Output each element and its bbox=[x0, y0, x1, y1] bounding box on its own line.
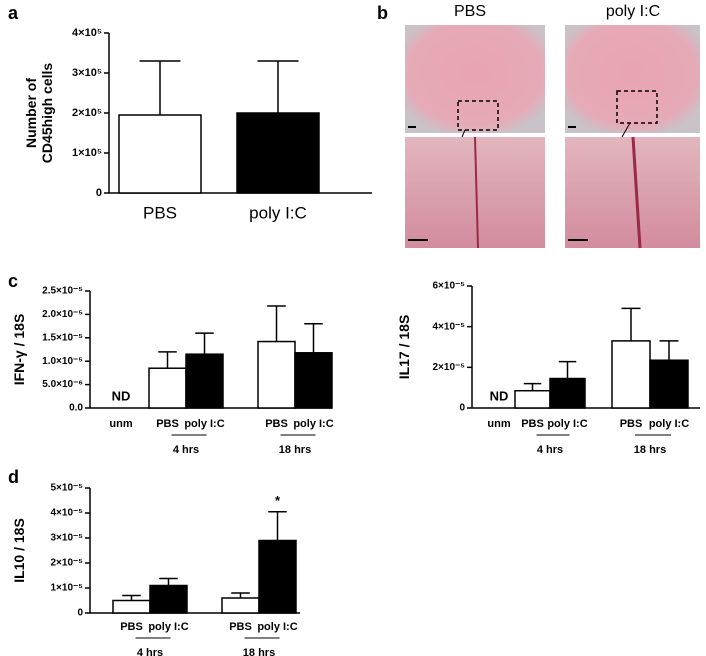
bar bbox=[549, 377, 586, 409]
x-tick-label: unm bbox=[487, 418, 510, 430]
x-tick-label: poly I:C bbox=[649, 418, 689, 430]
y-tick-label: 0.0 bbox=[69, 403, 83, 414]
panel-label: c bbox=[8, 271, 18, 291]
y-tick-label: 0 bbox=[77, 608, 83, 619]
y-axis-label: IL17 / 18S bbox=[396, 315, 412, 380]
bar bbox=[221, 597, 260, 614]
y-tick-label: 2×10⁵ bbox=[72, 107, 102, 119]
y-axis-label: IFN-γ / 18S bbox=[11, 314, 27, 386]
image-title: poly I:C bbox=[606, 3, 660, 20]
panel-label: d bbox=[8, 467, 19, 487]
group-label: 18 hrs bbox=[279, 444, 311, 456]
y-tick-label: 0 bbox=[96, 187, 102, 199]
micrograph bbox=[565, 25, 700, 133]
x-tick-label: PBS bbox=[120, 621, 143, 633]
y-axis-label-line: IFN-γ / 18S bbox=[11, 314, 27, 386]
micrograph bbox=[565, 137, 700, 248]
y-tick-label: 1.0×10⁻⁵ bbox=[42, 356, 83, 367]
y-tick-label: 5.0×10⁻⁶ bbox=[42, 379, 83, 390]
bar bbox=[514, 389, 551, 409]
bar bbox=[294, 352, 333, 409]
bar bbox=[118, 114, 202, 194]
y-tick-label: 3×10⁻⁵ bbox=[51, 533, 84, 544]
panel-label: b bbox=[377, 3, 388, 23]
group-label: 4 hrs bbox=[137, 647, 163, 656]
y-axis-label-line: IL10 / 18S bbox=[11, 518, 27, 583]
bar bbox=[611, 340, 651, 409]
x-tick-label: poly I:C bbox=[293, 418, 333, 430]
value-label: * bbox=[275, 493, 281, 508]
bar bbox=[149, 584, 188, 614]
x-tick-label: PBS bbox=[229, 621, 252, 633]
bar bbox=[257, 340, 296, 409]
y-tick-label: 4×10⁵ bbox=[72, 27, 102, 39]
zoom-box bbox=[616, 90, 658, 124]
midline bbox=[474, 136, 479, 249]
bar bbox=[258, 539, 297, 614]
bar bbox=[185, 353, 224, 409]
micrographs bbox=[405, 25, 700, 249]
y-tick-label: 2.5×10⁻⁵ bbox=[42, 286, 83, 297]
y-axis-label: Number ofCD45high cells bbox=[23, 63, 55, 164]
x-tick-label: poly I:C bbox=[249, 203, 307, 222]
bar bbox=[148, 367, 187, 409]
y-tick-label: 4×10⁻⁵ bbox=[51, 508, 84, 519]
bar bbox=[112, 599, 151, 614]
y-tick-label: 2×10⁻⁵ bbox=[51, 558, 84, 569]
midline bbox=[631, 136, 642, 249]
x-tick-label: poly I:C bbox=[184, 418, 224, 430]
group-label: 18 hrs bbox=[243, 647, 275, 656]
group-label: 18 hrs bbox=[634, 444, 666, 456]
bar bbox=[649, 359, 689, 409]
y-tick-label: 1×10⁻⁵ bbox=[51, 583, 84, 594]
x-tick-label: unm bbox=[109, 418, 132, 430]
y-tick-label: 4×10⁻⁵ bbox=[433, 321, 466, 332]
value-label: ND bbox=[490, 388, 509, 403]
y-axis-label-line: CD45high cells bbox=[39, 63, 55, 164]
x-tick-label: poly I:C bbox=[148, 621, 188, 633]
chart: 0 1×10⁵ 2×10⁵ 3×10⁵ 4×10⁵ Number ofCD45high c… bbox=[23, 27, 372, 222]
image-title: PBS bbox=[454, 3, 486, 20]
x-tick-label: poly I:C bbox=[547, 418, 587, 430]
y-tick-label: 0 bbox=[459, 403, 465, 414]
y-tick-label: 3×10⁵ bbox=[72, 67, 102, 79]
y-tick-label: 6×10⁻⁵ bbox=[433, 281, 466, 292]
y-axis-label-line: Number of bbox=[23, 78, 39, 148]
panel-label: a bbox=[8, 3, 19, 23]
connector bbox=[621, 122, 631, 138]
y-axis-label: IL10 / 18S bbox=[11, 518, 27, 583]
x-tick-label: PBS bbox=[156, 418, 179, 430]
x-tick-label: PBS bbox=[265, 418, 288, 430]
micrograph bbox=[405, 25, 545, 133]
group-label: 4 hrs bbox=[537, 444, 563, 456]
chart: 0.0 5.0×10⁻⁶ 1.0×10⁻⁵ 1.5×10⁻⁵ 2.0×10⁻⁵ 2.5×1… bbox=[11, 286, 334, 456]
connector bbox=[461, 129, 466, 138]
x-tick-label: poly I:C bbox=[257, 621, 297, 633]
chart: 0 1×10⁻⁵ 2×10⁻⁵ 3×10⁻⁵ 4×10⁻⁵ 5×10⁻⁵ IL10 / 18… bbox=[11, 483, 300, 656]
group-label: 4 hrs bbox=[173, 444, 199, 456]
y-tick-label: 1.5×10⁻⁵ bbox=[42, 332, 83, 343]
y-tick-label: 2×10⁻⁵ bbox=[433, 362, 466, 373]
x-tick-label: PBS bbox=[521, 418, 544, 430]
y-axis-label-line: IL17 / 18S bbox=[396, 315, 412, 380]
y-tick-label: 5×10⁻⁵ bbox=[51, 483, 84, 494]
bar bbox=[236, 112, 320, 194]
y-tick-label: 2.0×10⁻⁵ bbox=[42, 309, 83, 320]
x-tick-label: PBS bbox=[143, 203, 177, 222]
x-tick-label: PBS bbox=[620, 418, 643, 430]
value-label: ND bbox=[112, 388, 131, 403]
y-tick-label: 1×10⁵ bbox=[72, 147, 102, 159]
